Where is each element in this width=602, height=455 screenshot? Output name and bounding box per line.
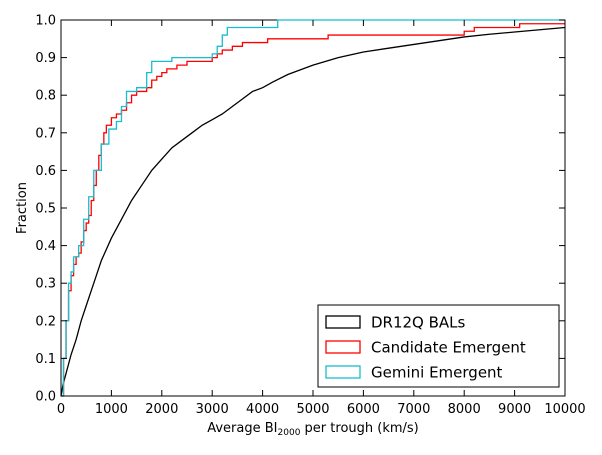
- y-axis-label: Fraction: [15, 182, 30, 234]
- x-tick-label: 2000: [145, 402, 178, 417]
- y-tick-label: 0.9: [35, 51, 56, 66]
- x-axis-label-subscript: 2000: [278, 428, 301, 438]
- series-layer: [60, 19, 566, 397]
- y-tick-label: 0.7: [35, 126, 56, 141]
- x-tick-label: 9000: [498, 402, 531, 417]
- x-tick-label: 1000: [95, 402, 128, 417]
- series-line-dr12q-bals: [60, 26, 566, 397]
- x-tick-label: 6000: [347, 402, 380, 417]
- x-tick-label: 10000: [544, 402, 585, 417]
- x-tick-label: 0: [57, 402, 65, 417]
- x-tick-label: 4000: [246, 402, 279, 417]
- legend-label: Candidate Emergent: [371, 339, 526, 357]
- legend-swatch: [325, 365, 361, 379]
- y-tick-label: 1.0: [35, 14, 56, 29]
- legend-label: DR12Q BALs: [371, 314, 466, 332]
- series-line-gemini-emergent: [61, 19, 565, 397]
- y-tick-label: 0.0: [35, 390, 56, 405]
- y-tick-label: 0.5: [35, 202, 56, 217]
- y-tick-label: 0.6: [35, 164, 56, 179]
- x-tick-label: 8000: [448, 402, 481, 417]
- x-tick-label: 3000: [196, 402, 229, 417]
- legend-swatch: [325, 340, 361, 354]
- legend: DR12Q BALs Candidate Emergent Gemini Emerg…: [317, 304, 560, 388]
- y-tick-label: 0.8: [35, 89, 56, 104]
- y-tick-label: 0.1: [35, 352, 56, 367]
- x-tick-label: 7000: [397, 402, 430, 417]
- legend-swatch: [325, 315, 361, 329]
- legend-label: Gemini Emergent: [371, 364, 503, 382]
- y-tick-label: 0.4: [35, 239, 56, 254]
- x-tick-label: 5000: [296, 402, 329, 417]
- x-axis-label-suffix: per trough (km/s): [300, 421, 418, 436]
- ticks-layer: 0 1000 2000 3000 4000 5000 6000 7000 8000 9000 100…: [35, 14, 585, 418]
- y-tick-label: 0.3: [35, 277, 56, 292]
- y-tick-label: 0.2: [35, 314, 56, 329]
- x-axis-label-prefix: Average BI: [207, 421, 277, 436]
- x-axis-label: Average BI2000 per trough (km/s): [207, 421, 419, 438]
